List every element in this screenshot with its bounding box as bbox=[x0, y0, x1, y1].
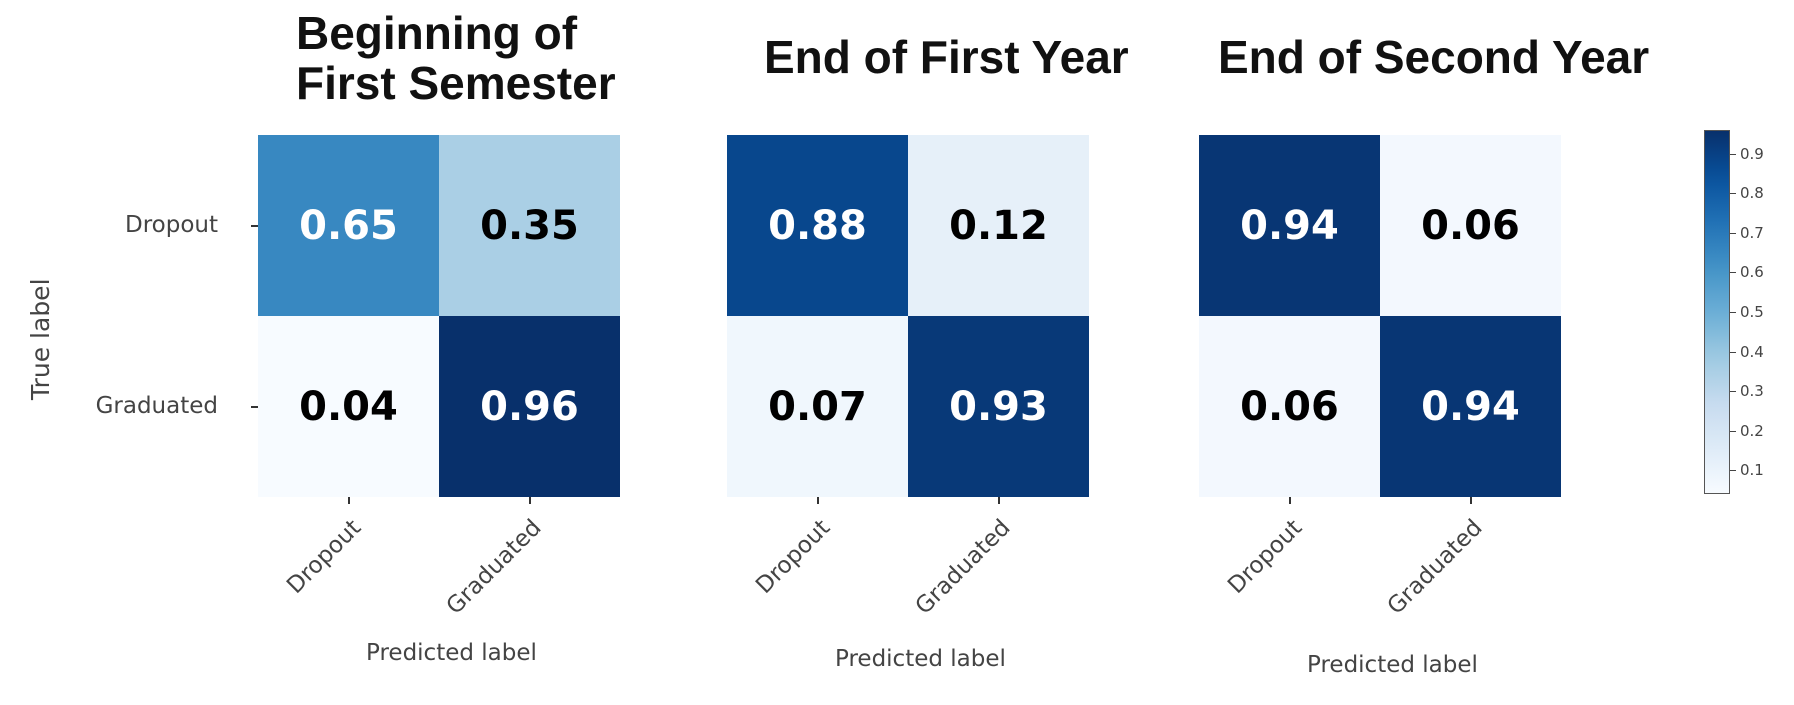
colorbar-tick-label: 0.8 bbox=[1740, 184, 1764, 203]
matrix-cell: 0.07 bbox=[727, 316, 908, 497]
matrix-cell: 0.04 bbox=[258, 316, 439, 497]
colorbar bbox=[1704, 130, 1730, 494]
x-tick-mark bbox=[816, 497, 819, 504]
x-tick-label: Graduated bbox=[910, 514, 1016, 620]
matrix-cell: 0.93 bbox=[908, 316, 1089, 497]
x-tick-label: Dropout bbox=[750, 514, 835, 599]
colorbar-tick bbox=[1730, 193, 1736, 195]
colorbar-tick bbox=[1730, 312, 1736, 313]
panel-title-line: First Semester bbox=[296, 57, 616, 109]
colorbar-tick-label: 0.4 bbox=[1740, 342, 1764, 361]
x-tick-mark bbox=[1288, 497, 1291, 504]
confusion-matrix: 0.65 0.35 0.04 0.96 bbox=[258, 135, 620, 497]
panel-title: End of Second Year bbox=[1218, 32, 1649, 82]
x-tick-label: Graduated bbox=[1382, 514, 1488, 620]
x-tick-mark bbox=[1469, 497, 1472, 504]
x-tick-label: Dropout bbox=[1222, 514, 1307, 599]
y-tick-label: Dropout bbox=[125, 211, 218, 238]
colorbar-tick-label: 0.3 bbox=[1740, 382, 1764, 401]
y-tick-mark bbox=[251, 405, 258, 408]
colorbar-tick bbox=[1730, 351, 1736, 353]
y-tick-label: Graduated bbox=[95, 392, 218, 419]
matrix-cell: 0.06 bbox=[1199, 316, 1380, 497]
x-tick-label: Graduated bbox=[441, 514, 547, 620]
matrix-cell: 0.12 bbox=[908, 135, 1089, 316]
panel-title-line: End of Second Year bbox=[1218, 31, 1650, 83]
colorbar-tick bbox=[1730, 470, 1736, 472]
matrix-cell: 0.06 bbox=[1380, 135, 1561, 316]
x-axis-label: Predicted label bbox=[1307, 652, 1478, 678]
colorbar-tick bbox=[1730, 391, 1736, 393]
matrix-cell: 0.94 bbox=[1199, 135, 1380, 316]
matrix-cell: 0.94 bbox=[1380, 316, 1561, 497]
matrix-cell: 0.88 bbox=[727, 135, 908, 316]
x-tick-mark bbox=[997, 497, 1000, 504]
colorbar-tick bbox=[1730, 272, 1736, 274]
colorbar-tick-label: 0.6 bbox=[1740, 263, 1764, 282]
colorbar-tick-label: 0.5 bbox=[1740, 303, 1764, 321]
colorbar-tick-label: 0.1 bbox=[1740, 461, 1764, 480]
y-tick-mark bbox=[251, 224, 258, 227]
matrix-cell: 0.65 bbox=[258, 135, 439, 316]
colorbar-tick-label: 0.9 bbox=[1740, 144, 1764, 163]
panel-title-line: Beginning of bbox=[296, 7, 578, 59]
x-axis-label: Predicted label bbox=[366, 640, 537, 666]
colorbar-tick-label: 0.7 bbox=[1740, 223, 1764, 242]
colorbar-tick bbox=[1730, 430, 1736, 432]
matrix-cell: 0.35 bbox=[439, 135, 620, 316]
panel-title: End of First Year bbox=[764, 32, 1129, 82]
confusion-matrix: 0.94 0.06 0.06 0.94 bbox=[1199, 135, 1561, 497]
x-tick-label: Dropout bbox=[281, 514, 366, 599]
panel-title-line: End of First Year bbox=[764, 31, 1129, 83]
colorbar-tick-label: 0.2 bbox=[1740, 421, 1764, 440]
panel-title: Beginning of First Semester bbox=[296, 8, 616, 108]
y-axis-label: True label bbox=[26, 278, 55, 400]
colorbar-tick bbox=[1730, 232, 1736, 234]
x-tick-mark bbox=[347, 497, 350, 504]
colorbar-tick bbox=[1730, 153, 1736, 155]
x-axis-label: Predicted label bbox=[835, 646, 1006, 672]
confusion-matrix: 0.88 0.12 0.07 0.93 bbox=[727, 135, 1089, 497]
x-tick-mark bbox=[528, 497, 531, 504]
matrix-cell: 0.96 bbox=[439, 316, 620, 497]
